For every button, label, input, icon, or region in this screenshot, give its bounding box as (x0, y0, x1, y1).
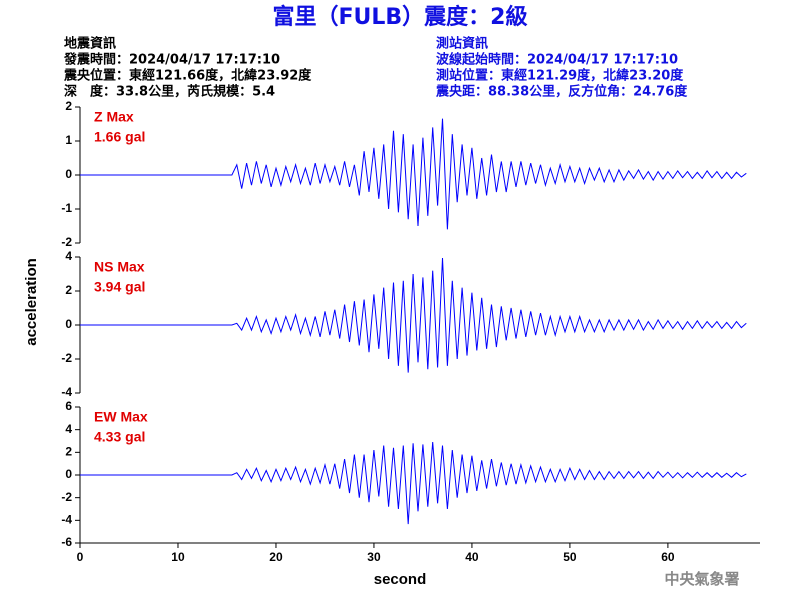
y-tick-label: -6 (61, 535, 72, 549)
info-right: 波線起始時間：2024/04/17 17:17:10 (436, 52, 678, 68)
y-tick-label: -4 (61, 385, 72, 399)
y-tick-label: 4 (65, 249, 72, 263)
component-label: Z Max (94, 109, 134, 125)
x-tick-label: 60 (661, 550, 675, 564)
info-left: 發震時間：2024/04/17 17:17:10 (63, 52, 280, 68)
x-tick-label: 10 (171, 550, 185, 564)
footer: 中央氣象署 (664, 570, 739, 588)
x-tick-label: 30 (367, 550, 381, 564)
max-value: 3.94 gal (94, 279, 145, 295)
component-label: NS Max (94, 259, 145, 275)
y-tick-label: 0 (65, 317, 72, 331)
y-axis-label: acceleration (23, 258, 40, 346)
y-tick-label: -2 (61, 235, 72, 249)
info-right: 震央距：88.38公里，反方位角：24.76度 (435, 84, 688, 100)
y-tick-label: -1 (61, 201, 72, 215)
max-value: 4.33 gal (94, 429, 145, 445)
y-tick-label: 2 (65, 445, 72, 459)
info-left: 震央位置：東經121.66度，北緯23.92度 (63, 68, 312, 84)
component-label: EW Max (94, 409, 148, 425)
y-tick-label: -2 (61, 490, 72, 504)
x-tick-label: 50 (563, 550, 577, 564)
y-tick-label: 0 (65, 467, 72, 481)
y-tick-label: -2 (61, 351, 72, 365)
waveform (80, 118, 747, 230)
y-tick-label: 1 (65, 133, 72, 147)
info-left: 深 度：33.8公里，芮氏規模：5.4 (64, 84, 275, 100)
y-tick-label: 6 (65, 399, 72, 413)
title: 富里（FULB）震度：2級 (273, 4, 528, 30)
info-right: 測站資訊 (436, 36, 488, 52)
y-tick-label: 2 (65, 283, 72, 297)
y-tick-label: 2 (65, 99, 72, 113)
y-tick-label: -4 (61, 513, 72, 527)
info-left: 地震資訊 (64, 36, 116, 52)
max-value: 1.66 gal (94, 129, 145, 145)
info-right: 測站位置：東經121.29度，北緯23.20度 (436, 68, 684, 84)
y-tick-label: 0 (65, 167, 72, 181)
x-axis-label: second (374, 571, 427, 588)
waveform (80, 442, 747, 525)
waveform (80, 257, 747, 373)
x-tick-label: 0 (77, 550, 84, 564)
y-tick-label: 4 (65, 422, 72, 436)
x-tick-label: 40 (465, 550, 479, 564)
x-tick-label: 20 (269, 550, 283, 564)
